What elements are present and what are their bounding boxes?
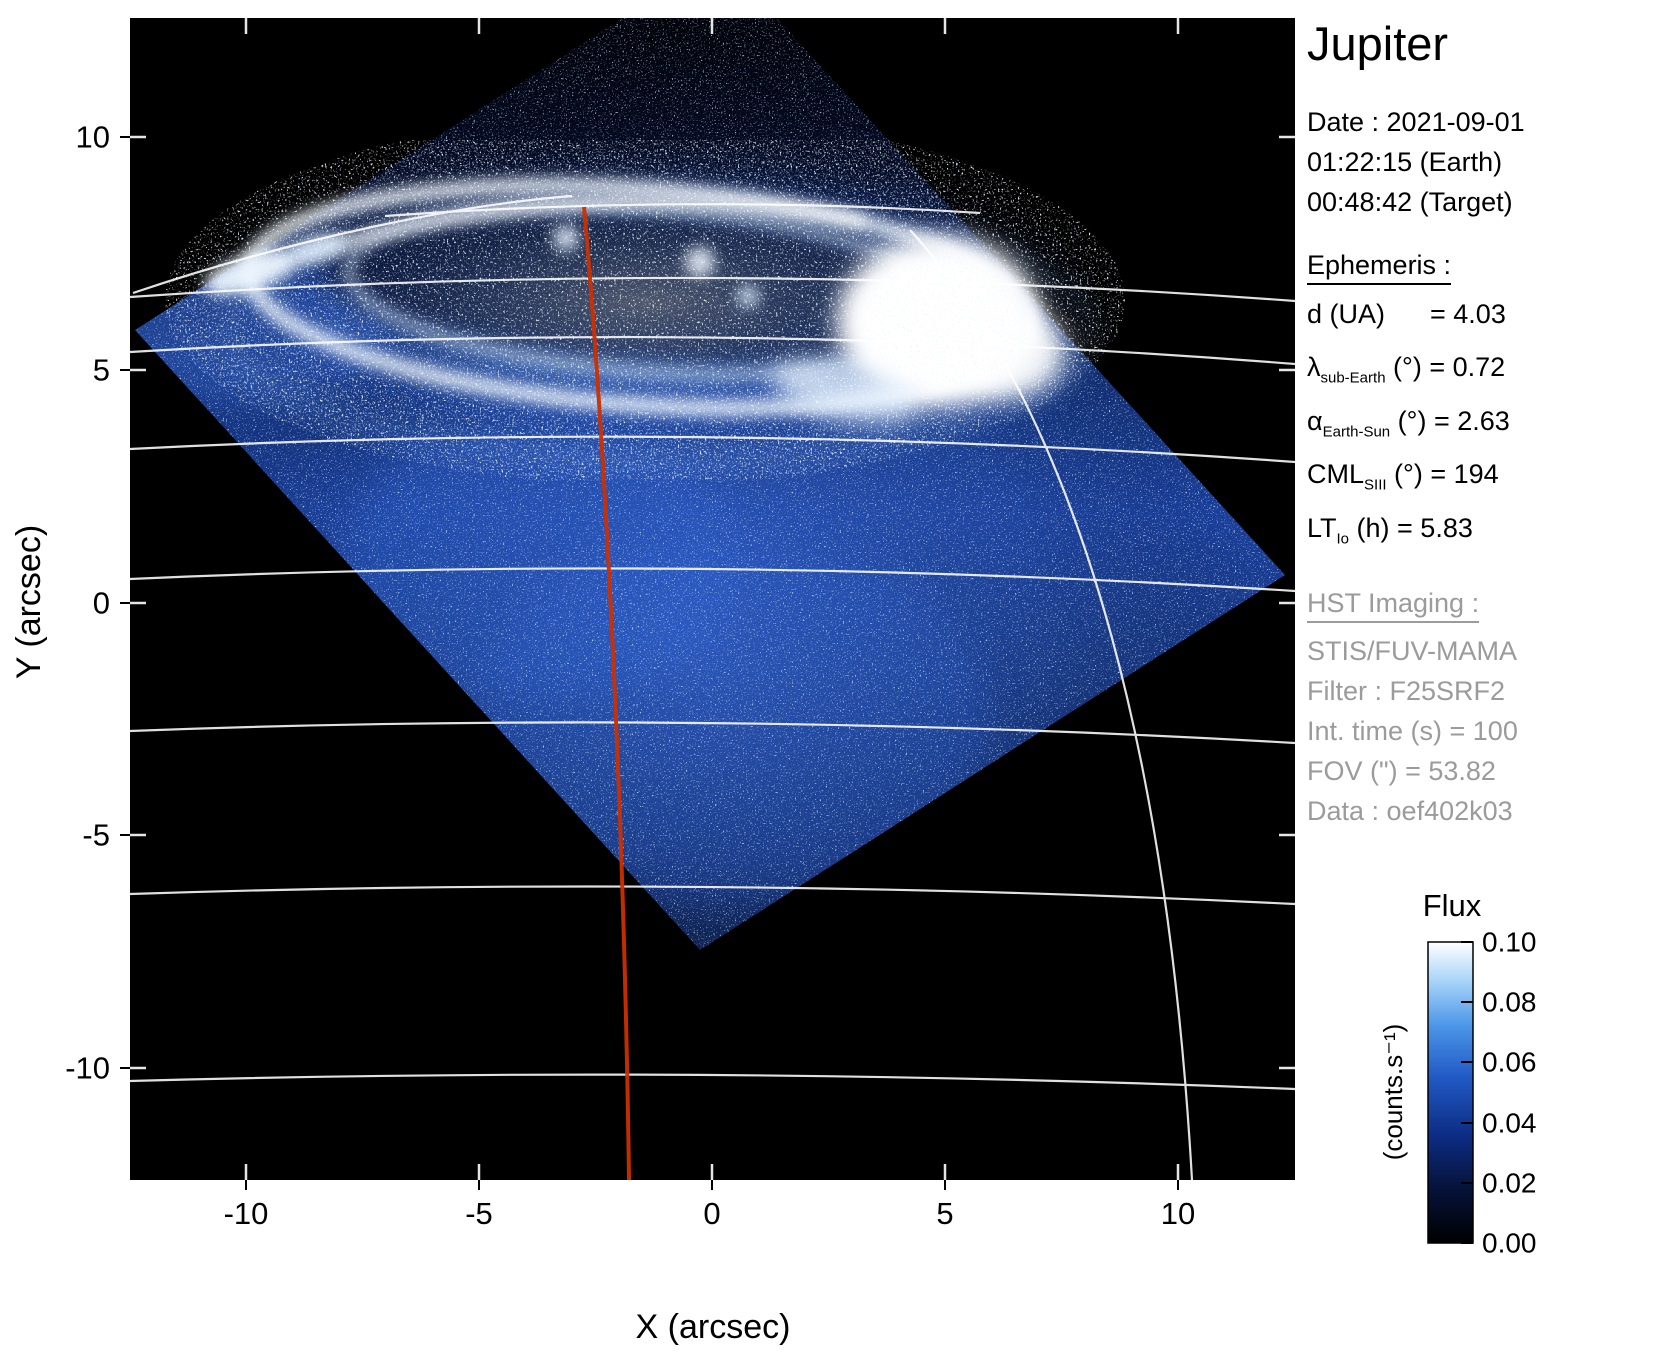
y-axis-label: Y (arcsec) [10,525,48,679]
ephemeris-subscript: Earth-Sun [1322,423,1391,441]
x-tick-label: 5 [936,1196,953,1231]
colorbar-ticks [1461,941,1473,1244]
graticule-parallel [130,885,1295,906]
ephemeris-quantity: d (UA) [1307,299,1386,329]
ephemeris-subscript: SIII [1364,476,1387,494]
ephemeris-row-cml: CMLSIII (°) = 194 [1307,453,1669,506]
colorbar-tick-label: 0.02 [1482,1168,1537,1199]
target-name: Jupiter [1307,17,1449,70]
y-tick-labels: 10 5 0 -5 -10 [65,120,110,1086]
ephemeris-quantity: LT [1307,512,1337,543]
aurora-speckle [165,140,1125,480]
y-tick-label: 0 [93,586,110,621]
graticule-parallel [130,276,1295,303]
ephemeris-subscript: Io [1336,529,1350,547]
inside-ticks [130,18,1295,1180]
graticule-meridian-left [132,194,573,295]
colorbar-tick-labels: 0.10 0.08 0.06 0.04 0.02 0.00 [1482,927,1537,1259]
ephemeris-section-heading: Ephemeris : [1307,250,1669,285]
colorbar-tick-label: 0.04 [1482,1108,1537,1139]
ephemeris-quantity: λ [1307,352,1321,383]
graticule [130,194,1295,1180]
hst-heading: HST Imaging : [1307,587,1480,623]
x-axis-label: X (arcsec) [636,1308,791,1346]
outside-ticks [120,136,1179,1190]
y-tick-label: -10 [65,1051,110,1086]
x-tick-label: -10 [224,1196,269,1231]
y-tick-label: 5 [93,353,110,388]
planet-limb-arc [909,229,1194,1180]
obs-time-earth: 01:22:15 (Earth) [1307,147,1503,177]
ephemeris-heading: Ephemeris : [1307,250,1452,285]
hst-fov: FOV (") = 53.82 [1307,755,1496,786]
info-panel: Jupiter Date : 2021-09-01 01:22:15 (Eart… [1307,18,1669,831]
hst-integration-time: Int. time (s) = 100 [1307,715,1518,746]
graticule-parallel [130,335,1295,366]
colorbar-tick-label: 0.10 [1482,927,1537,958]
graticule-parallel [130,721,1295,745]
ephemeris-subscript: sub-Earth [1320,369,1386,387]
x-tick-label: -5 [465,1196,493,1231]
graticule-parallel [130,435,1295,464]
cml-meridian-line [582,206,631,1180]
ephemeris-quantity: α [1307,405,1323,436]
x-tick-label: 10 [1161,1196,1195,1231]
graticule-parallel [130,1073,1295,1091]
obs-time-target: 00:48:42 (Target) [1307,187,1513,217]
graticule-parallel [384,203,981,218]
colorbar-title: Flux [1423,888,1482,923]
obs-date: Date : 2021-09-01 [1307,107,1525,137]
ephemeris-quantity: CML [1307,459,1365,490]
graticule-parallel [130,567,1295,593]
colorbar: Flux 0.10 0.08 0.06 0.04 0.02 0.00 (coun… [1378,888,1537,1259]
ephemeris-row-distance: d (UA) = 4.03 [1307,293,1669,346]
ephemeris-row-phase-angle: αEarth-Sun (°) = 2.63 [1307,400,1669,453]
hst-section-heading: HST Imaging : [1307,587,1669,623]
hst-data-id: Data : oef402k03 [1307,795,1513,826]
ephemeris-value: (°) = 2.63 [1390,405,1510,436]
aurora [165,140,1125,480]
colorbar-unit-label: (counts.s⁻¹) [1378,1024,1408,1161]
aurora-noise [165,140,1125,480]
ephemeris-value: (°) = 194 [1386,459,1499,490]
hst-filter: Filter : F25SRF2 [1307,675,1506,706]
ephemeris-row-io-local-time: LTIo (h) = 5.83 [1307,507,1669,560]
ephemeris-value: = 4.03 [1385,299,1506,329]
hst-instrument: STIS/FUV-MAMA [1307,635,1518,666]
x-tick-label: 0 [703,1196,720,1231]
ephemeris-value: (°) = 0.72 [1385,352,1506,383]
ephemeris-row-subearth-latitude: λsub-Earth (°) = 0.72 [1307,346,1669,399]
x-tick-labels: -10 -5 0 5 10 [224,1196,1196,1231]
y-tick-label: 10 [76,120,110,155]
y-tick-label: -5 [82,818,110,853]
ephemeris-value: (h) = 5.83 [1349,512,1473,543]
colorbar-gradient [1427,941,1474,1244]
colorbar-tick-label: 0.08 [1482,987,1537,1018]
colorbar-tick-label: 0.06 [1482,1047,1537,1078]
colorbar-tick-label: 0.00 [1482,1228,1537,1259]
